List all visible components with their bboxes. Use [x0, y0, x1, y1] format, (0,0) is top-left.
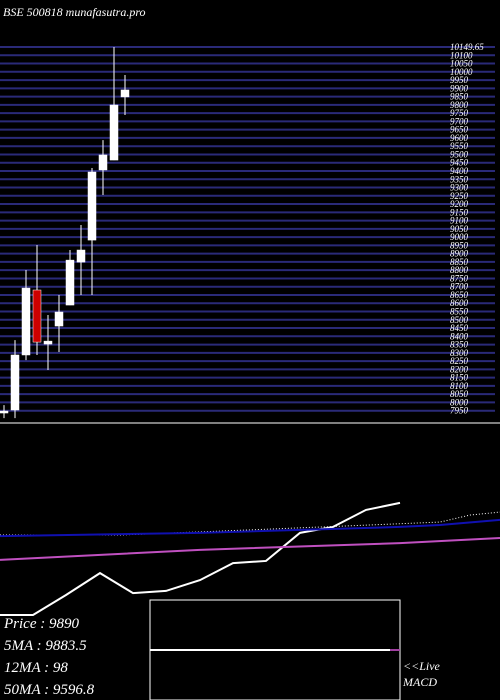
indicator-line — [0, 518, 500, 538]
y-tick-label: 8150 — [450, 373, 469, 383]
y-tick-label: 9650 — [450, 125, 469, 135]
y-tick-label: 9850 — [450, 92, 469, 102]
y-tick-label: 9750 — [450, 108, 469, 118]
y-tick-label: 10100 — [450, 50, 473, 60]
y-tick-label: 8650 — [450, 290, 469, 300]
y-tick-label: 7950 — [450, 406, 469, 416]
legend-entry: 50MA : 9596.8 — [4, 682, 95, 698]
legend-entry: 5MA : 9883.5 — [4, 638, 87, 654]
candle-body — [109, 104, 119, 161]
y-tick-label: 9000 — [450, 232, 469, 242]
y-tick-label: 9450 — [450, 158, 469, 168]
indicator-line — [0, 537, 500, 561]
y-tick-label: 8050 — [450, 389, 469, 399]
y-tick-label: 8900 — [450, 249, 469, 259]
y-tick-label: 10050 — [450, 59, 473, 69]
y-tick-label: 8350 — [450, 340, 469, 350]
y-tick-label: 8200 — [450, 364, 469, 374]
candle-body — [10, 354, 20, 411]
y-tick-label: 9900 — [450, 83, 469, 93]
candle-body — [54, 311, 64, 327]
y-tick-label: 9250 — [450, 191, 469, 201]
candle-body — [98, 154, 108, 171]
y-tick-label: 9150 — [450, 207, 469, 217]
y-tick-label: 9200 — [450, 199, 469, 209]
y-tick-label: 8700 — [450, 282, 469, 292]
y-tick-label: 10000 — [450, 67, 473, 77]
y-tick-label: 8400 — [450, 331, 469, 341]
y-tick-label: 9400 — [450, 166, 469, 176]
candle-body — [21, 287, 31, 356]
legend-entry: Price : 9890 — [3, 616, 79, 632]
y-tick-label: 8750 — [450, 273, 469, 283]
macd-label: MACD — [402, 675, 437, 689]
y-tick-label: 9600 — [450, 133, 469, 143]
y-tick-label: 9100 — [450, 216, 469, 226]
candle-body — [0, 410, 9, 414]
y-tick-label: 8500 — [450, 315, 469, 325]
y-tick-label: 8100 — [450, 381, 469, 391]
y-tick-label: 8600 — [450, 298, 469, 308]
y-tick-label: 8550 — [450, 307, 469, 317]
y-tick-label: 8000 — [450, 397, 469, 407]
y-tick-label: 9700 — [450, 116, 469, 126]
y-tick-label: 8800 — [450, 265, 469, 275]
y-tick-label: 9300 — [450, 183, 469, 193]
chart-title: BSE 500818 munafasutra.pro — [3, 5, 146, 19]
legend-entry: 12MA : 98 — [4, 660, 68, 676]
y-tick-label: 9800 — [450, 100, 469, 110]
y-tick-label: 9500 — [450, 149, 469, 159]
y-tick-label: 8950 — [450, 240, 469, 250]
y-tick-label: 9950 — [450, 75, 469, 85]
candle-body — [32, 289, 42, 343]
y-tick-label: 9350 — [450, 174, 469, 184]
candle-body — [65, 259, 75, 306]
macd-label: <<Live — [403, 659, 441, 673]
y-tick-label: 9550 — [450, 141, 469, 151]
y-tick-label: 10149.65 — [450, 42, 484, 52]
candle-body — [120, 89, 130, 98]
candle-body — [76, 249, 86, 263]
candle-body — [43, 340, 53, 345]
y-tick-label: 9050 — [450, 224, 469, 234]
y-tick-label: 8300 — [450, 348, 469, 358]
y-tick-label: 8850 — [450, 257, 469, 267]
y-tick-label: 8250 — [450, 356, 469, 366]
candle-body — [87, 171, 97, 241]
y-tick-label: 8450 — [450, 323, 469, 333]
